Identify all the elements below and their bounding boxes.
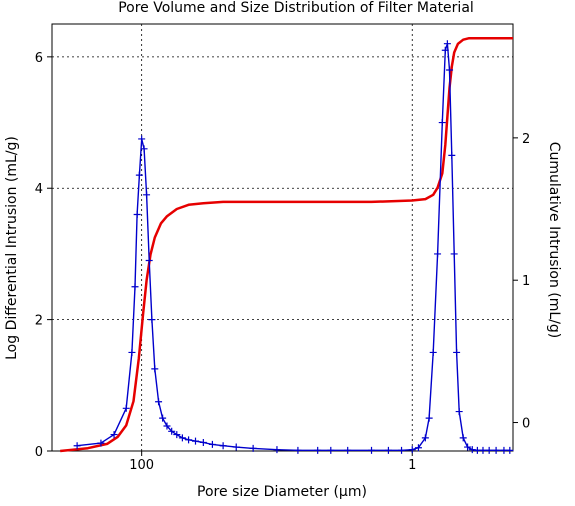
data-point-marker	[506, 446, 514, 454]
data-point-marker	[398, 446, 406, 454]
series-layer	[60, 36, 514, 454]
data-point-marker	[140, 145, 148, 153]
series-line	[60, 36, 513, 453]
data-point-marker	[128, 348, 136, 356]
data-point-marker	[138, 135, 146, 143]
y-right-tick-label: 1	[522, 274, 530, 289]
data-point-marker	[485, 446, 493, 454]
data-point-marker	[434, 250, 442, 258]
data-point-marker	[73, 442, 81, 450]
y-left-tick-label: 0	[35, 445, 43, 460]
data-point-marker	[414, 444, 422, 452]
data-point-marker	[199, 438, 207, 446]
data-point-marker	[408, 446, 416, 454]
data-point-marker	[443, 40, 451, 48]
y-left-tick-label: 6	[35, 51, 43, 66]
data-point-marker	[453, 348, 461, 356]
x-axis-title: Pore size Diameter (µm)	[197, 484, 367, 500]
cumulative-intrusion-series	[60, 36, 513, 453]
data-point-marker	[344, 446, 352, 454]
y-left-tick-label: 4	[35, 182, 43, 197]
data-point-marker	[455, 408, 463, 416]
data-point-marker	[219, 442, 227, 450]
data-point-marker	[155, 398, 163, 406]
data-point-marker	[135, 171, 143, 179]
y-left-tick-label: 2	[35, 314, 43, 329]
data-point-marker	[425, 414, 433, 422]
data-point-marker	[500, 446, 508, 454]
axis-ticks: 100 1 0 2 4 6 0 1 2	[35, 51, 531, 473]
data-point-marker	[192, 437, 200, 445]
data-point-marker	[273, 446, 281, 454]
data-point-marker	[159, 414, 167, 422]
data-point-marker	[145, 256, 153, 264]
data-point-marker	[249, 444, 257, 452]
x-tick-label: 100	[129, 458, 154, 473]
data-point-marker	[368, 446, 376, 454]
data-point-marker	[294, 446, 302, 454]
plot-frame	[51, 23, 514, 452]
data-point-marker	[178, 434, 186, 442]
data-point-marker	[450, 250, 458, 258]
data-point-marker	[185, 436, 193, 444]
data-point-marker	[448, 151, 456, 159]
data-point-marker	[384, 446, 392, 454]
data-point-marker	[122, 404, 130, 412]
data-point-marker	[441, 46, 449, 54]
data-point-marker	[464, 443, 472, 451]
data-point-marker	[148, 316, 156, 324]
x-tick-label: 1	[408, 458, 416, 473]
data-point-marker	[421, 434, 429, 442]
data-point-marker	[438, 119, 446, 127]
data-point-marker	[168, 427, 176, 435]
chart-title: Pore Volume and Size Distribution of Fil…	[118, 0, 474, 16]
grid-lines	[52, 24, 513, 451]
data-point-marker	[131, 283, 139, 291]
data-point-marker	[97, 439, 105, 447]
data-point-marker	[208, 440, 216, 448]
data-point-marker	[327, 446, 335, 454]
data-point-marker	[133, 211, 141, 219]
data-point-marker	[446, 66, 454, 74]
data-point-marker	[151, 365, 159, 373]
data-point-marker	[429, 348, 437, 356]
data-point-marker	[479, 446, 487, 454]
data-point-marker	[163, 422, 171, 430]
y-right-tick-label: 0	[522, 417, 530, 432]
data-point-marker	[468, 446, 476, 454]
data-point-marker	[232, 443, 240, 451]
y-right-tick-label: 2	[522, 132, 530, 147]
data-point-marker	[492, 446, 500, 454]
data-point-marker	[173, 431, 181, 439]
data-point-marker	[459, 434, 467, 442]
data-point-marker	[314, 446, 322, 454]
data-point-marker	[143, 191, 151, 199]
data-point-marker	[110, 431, 118, 439]
log-differential-intrusion-series	[73, 40, 514, 454]
y-axis-left-title: Log Differential Intrusion (mL/g)	[4, 136, 20, 360]
y-axis-right-title: Cumulative Intrusion (mL/g)	[546, 142, 562, 339]
series-line	[77, 43, 510, 451]
